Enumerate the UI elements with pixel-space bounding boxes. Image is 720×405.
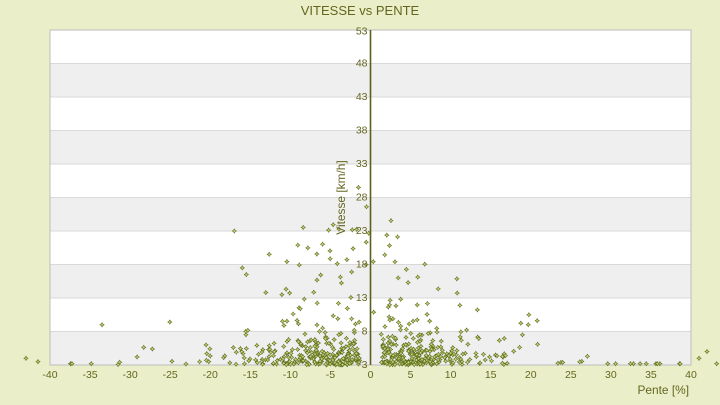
svg-text:-40: -40 <box>42 369 57 381</box>
svg-text:43: 43 <box>356 91 368 103</box>
svg-text:33: 33 <box>356 158 368 170</box>
svg-text:30: 30 <box>605 369 617 381</box>
svg-text:Vitesse [km/h]: Vitesse [km/h] <box>334 160 348 234</box>
svg-text:25: 25 <box>565 369 577 381</box>
svg-text:15: 15 <box>485 369 497 381</box>
svg-text:10: 10 <box>445 369 457 381</box>
svg-text:-30: -30 <box>123 369 138 381</box>
svg-text:5: 5 <box>408 369 414 381</box>
svg-text:-5: -5 <box>326 369 335 381</box>
svg-text:-35: -35 <box>82 369 97 381</box>
svg-text:53: 53 <box>356 26 368 38</box>
svg-text:28: 28 <box>356 192 368 204</box>
svg-text:18: 18 <box>356 259 368 271</box>
svg-text:38: 38 <box>356 125 368 137</box>
svg-text:-10: -10 <box>283 369 298 381</box>
svg-text:40: 40 <box>685 369 697 381</box>
svg-text:8: 8 <box>362 326 368 338</box>
svg-text:20: 20 <box>525 369 537 381</box>
svg-text:0: 0 <box>368 369 374 381</box>
svg-text:35: 35 <box>645 369 657 381</box>
svg-text:VITESSE vs PENTE: VITESSE vs PENTE <box>301 3 420 18</box>
svg-text:13: 13 <box>356 292 368 304</box>
svg-text:Pente [%]: Pente [%] <box>637 383 689 397</box>
svg-text:-15: -15 <box>243 369 258 381</box>
svg-text:-25: -25 <box>163 369 178 381</box>
svg-text:-20: -20 <box>203 369 218 381</box>
svg-text:23: 23 <box>356 225 368 237</box>
svg-text:48: 48 <box>356 58 368 70</box>
